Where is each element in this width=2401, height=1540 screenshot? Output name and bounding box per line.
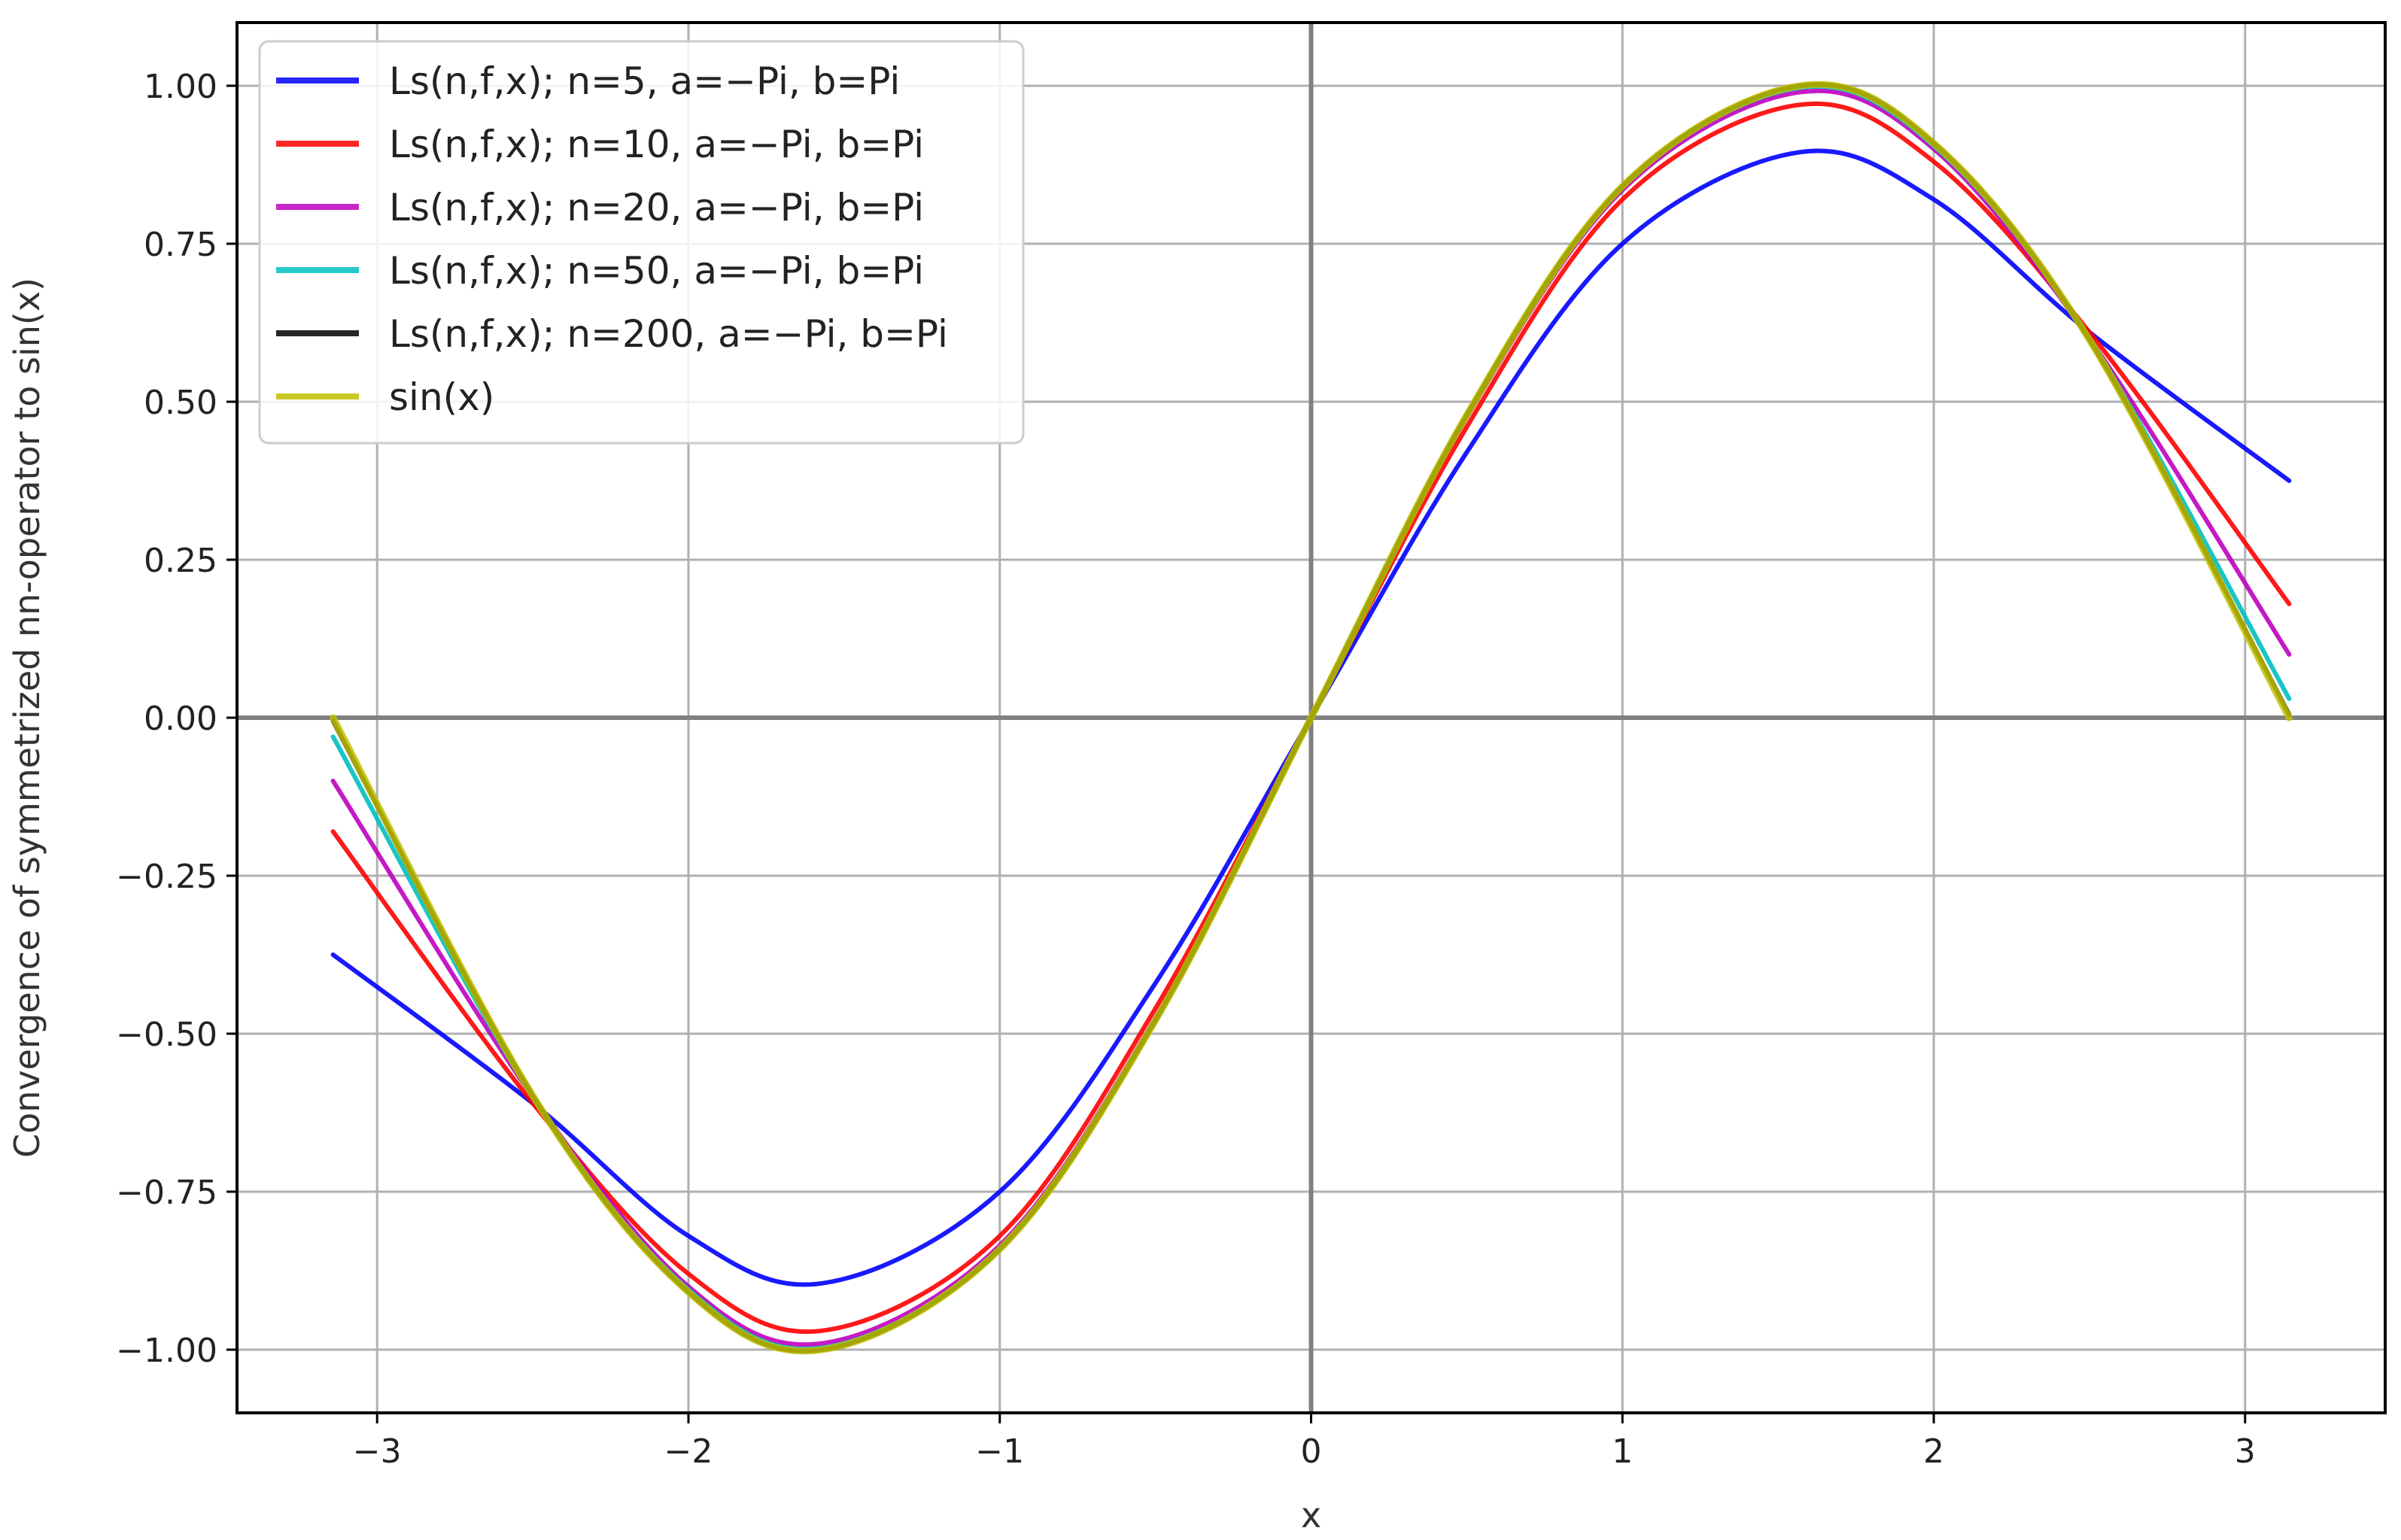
y-tick-label: −0.50 [116,1016,217,1054]
legend-label: Ls(n,f,x); n=5, a=−Pi, b=Pi [389,59,900,103]
legend-box [258,40,1025,445]
x-tick-label: −3 [353,1432,402,1471]
series-line-6 [330,80,2293,1355]
y-tick-label: 0.25 [144,542,217,580]
legend-label: Ls(n,f,x); n=10, a=−Pi, b=Pi [389,123,924,166]
legend-label: Ls(n,f,x); n=50, a=−Pi, b=Pi [389,249,924,293]
legend: Ls(n,f,x); n=5, a=−Pi, b=Pi Ls(n,f,x); n=… [258,40,1025,445]
y-tick-label: −0.75 [116,1174,217,1212]
y-axis-title: Convergence of symmetrized nn-operator t… [7,278,47,1158]
x-axis-title: x [1301,1495,1321,1535]
y-tick-label: 0.50 [144,384,217,422]
legend-label: Ls(n,f,x); n=200, a=−Pi, b=Pi [389,312,948,356]
y-tick-label: −0.25 [116,858,217,896]
x-tick-label: 2 [1923,1432,1944,1471]
ticks: −3 −2 −1 0 1 2 3 −1.00 −0.75 −0.50 −0.25 0.00 0.25 0.… [116,68,2256,1471]
legend-label: sin(x) [389,375,494,419]
series-layer [330,80,2293,1355]
x-tick-label: −2 [664,1432,713,1471]
y-tick-label: 0.75 [144,226,217,264]
x-tick-label: 1 [1612,1432,1633,1471]
y-tick-label: 0.00 [144,700,217,738]
y-tick-label: −1.00 [116,1332,217,1370]
x-tick-label: 3 [2235,1432,2256,1471]
x-tick-label: 0 [1301,1432,1322,1471]
y-tick-label: 1.00 [144,68,217,106]
legend-label: Ls(n,f,x); n=20, a=−Pi, b=Pi [389,186,924,229]
x-tick-label: −1 [975,1432,1024,1471]
